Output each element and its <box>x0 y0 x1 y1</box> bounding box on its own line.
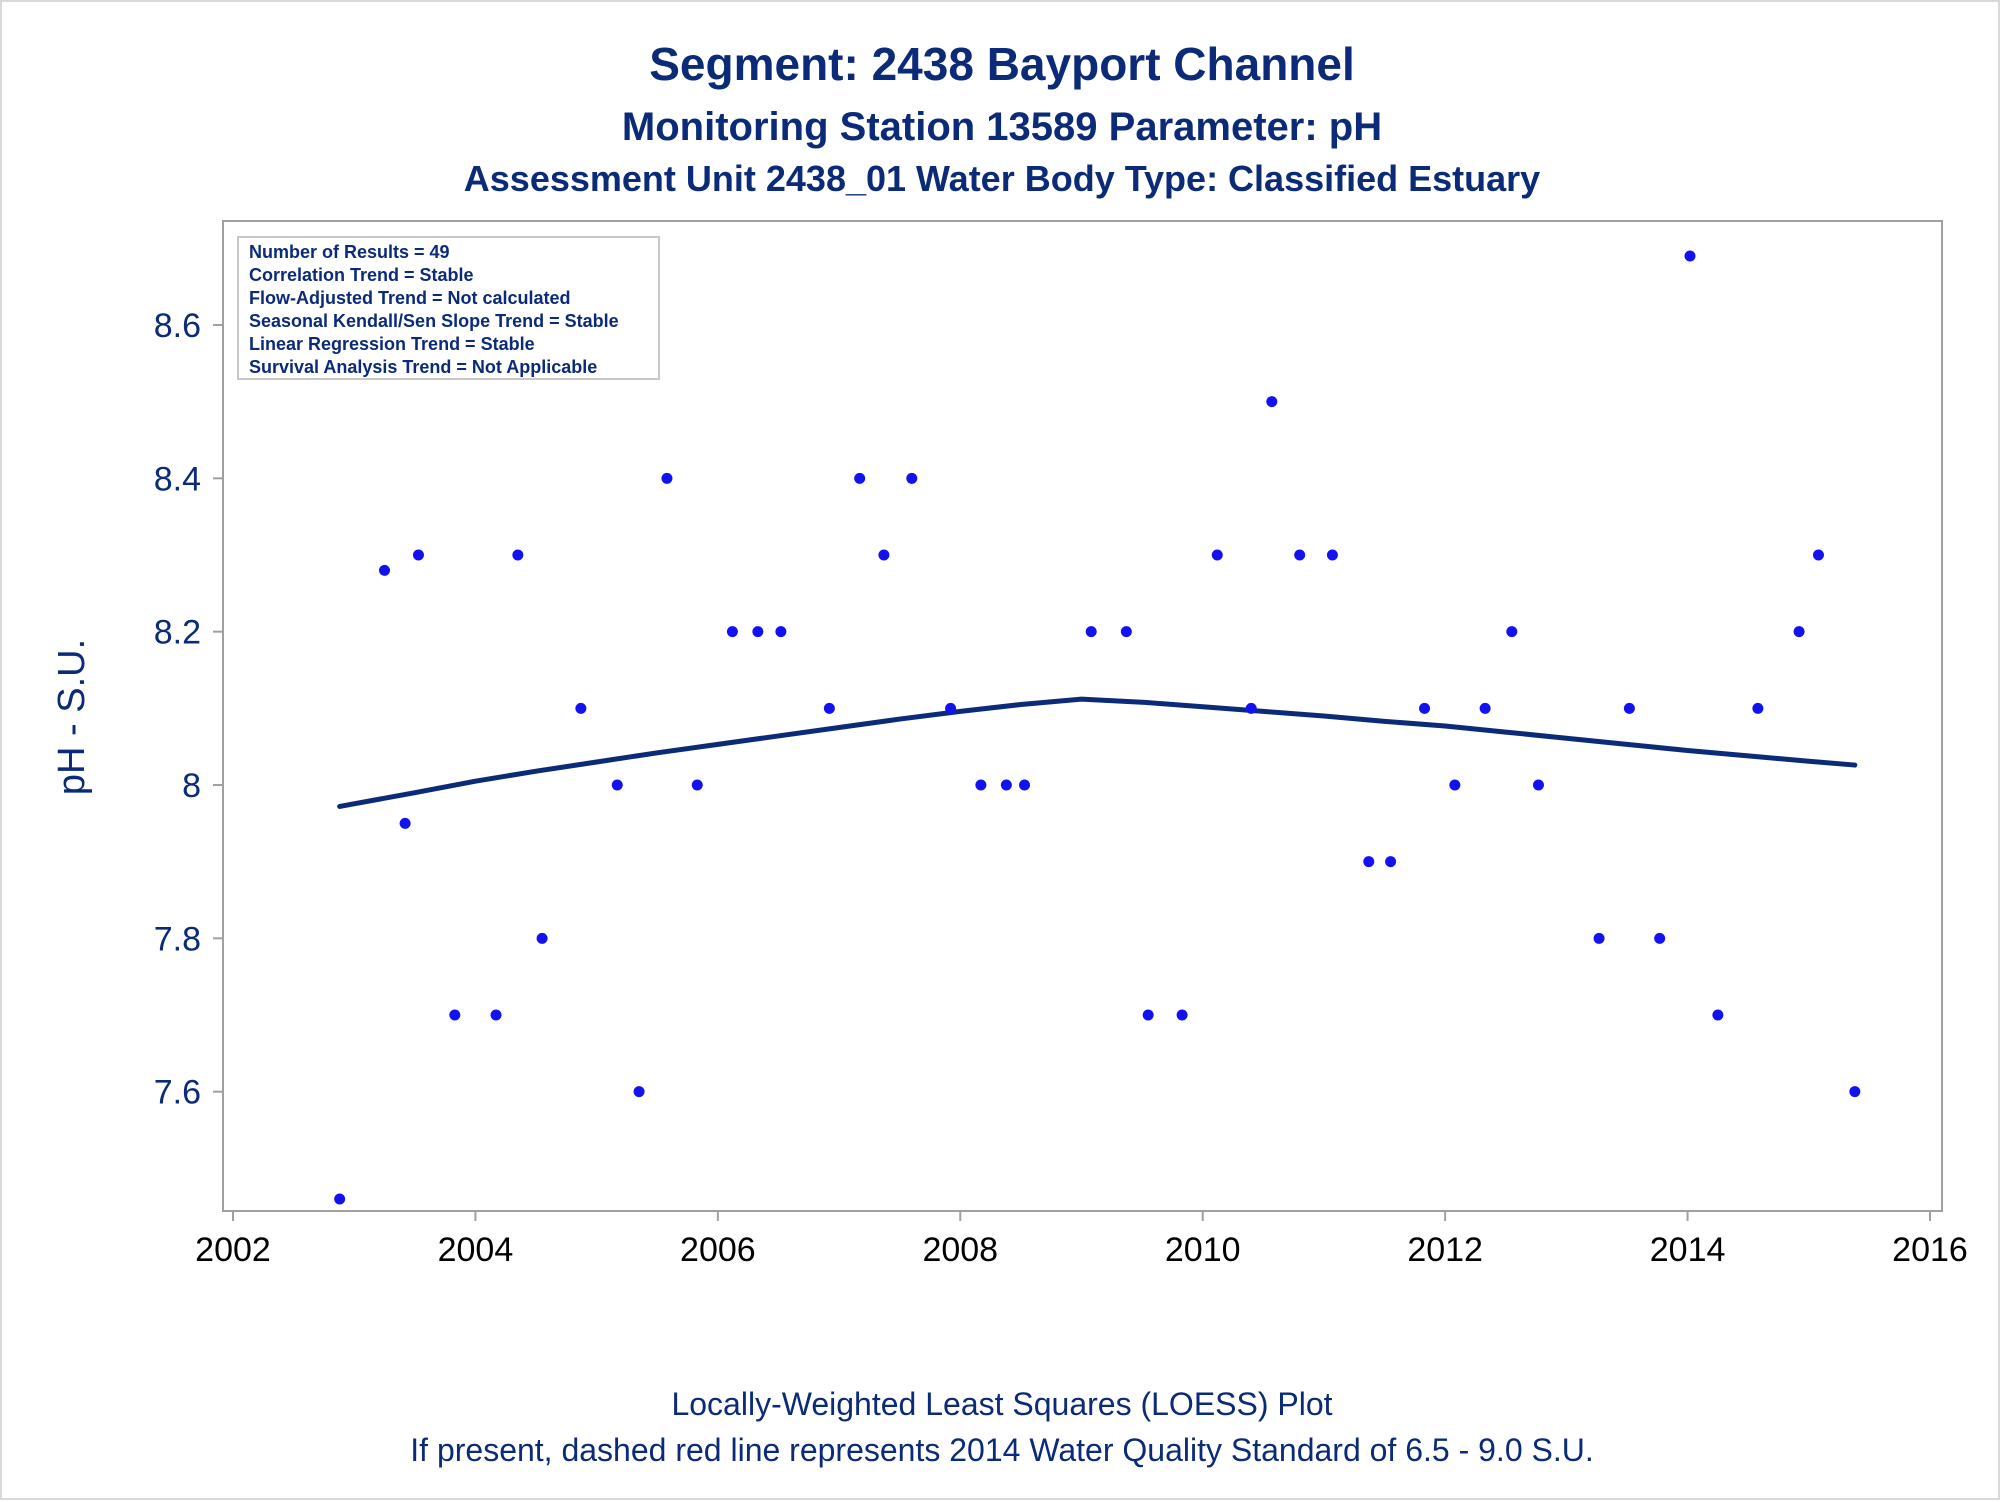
data-point <box>1000 779 1012 791</box>
data-point <box>1211 549 1223 561</box>
annotation-correlation: Correlation Trend = Stable <box>249 265 474 285</box>
data-point <box>1142 1009 1154 1021</box>
data-point <box>823 702 835 714</box>
data-point <box>449 1009 461 1021</box>
data-point <box>334 1193 346 1205</box>
data-point <box>1849 1086 1861 1098</box>
data-point <box>878 549 890 561</box>
data-point <box>1176 1009 1188 1021</box>
y-tick-label: 8.4 <box>154 460 201 498</box>
y-tick-label: 7.6 <box>154 1074 201 1112</box>
data-point <box>1419 702 1431 714</box>
y-axis: 7.6 7.8 8 8.2 8.4 8.6 <box>154 307 223 1112</box>
data-point <box>1532 779 1544 791</box>
data-point <box>633 1086 645 1098</box>
data-point <box>1085 626 1097 638</box>
data-point <box>691 779 703 791</box>
data-point <box>1506 626 1518 638</box>
chart-subtitle-2: Assessment Unit 2438_01 Water Body Type:… <box>464 158 1540 199</box>
data-point <box>975 779 987 791</box>
y-tick-label: 8 <box>182 767 201 805</box>
data-point <box>661 472 673 484</box>
data-point <box>1812 549 1824 561</box>
data-point <box>1752 702 1764 714</box>
data-point <box>611 779 623 791</box>
trend-legend-box <box>237 236 660 380</box>
data-point <box>1019 779 1031 791</box>
data-point <box>1266 396 1278 408</box>
y-tick-label: 8.6 <box>154 307 201 345</box>
data-point <box>1245 702 1257 714</box>
plot-area <box>222 220 1943 1212</box>
annotation-seasonal: Seasonal Kendall/Sen Slope Trend = Stabl… <box>249 311 619 331</box>
x-tick-label: 2016 <box>1892 1231 1968 1269</box>
y-axis-label: pH - S.U. <box>51 639 93 795</box>
data-point <box>1684 250 1696 262</box>
data-point <box>1479 702 1491 714</box>
y-tick-label: 8.2 <box>154 614 201 652</box>
data-point <box>1385 856 1397 868</box>
data-point <box>536 932 548 944</box>
x-tick-label: 2004 <box>438 1231 514 1269</box>
x-tick-label: 2006 <box>680 1231 756 1269</box>
data-point <box>1120 626 1132 638</box>
data-point <box>1449 779 1461 791</box>
data-point <box>399 817 411 829</box>
footnote-standard: If present, dashed red line represents 2… <box>410 1432 1593 1468</box>
data-point <box>1294 549 1306 561</box>
footnote-loess: Locally-Weighted Least Squares (LOESS) P… <box>671 1386 1332 1422</box>
data-point <box>575 702 587 714</box>
data-point <box>379 564 391 576</box>
x-tick-label: 2002 <box>195 1231 271 1269</box>
loess-trend-line <box>337 696 1858 809</box>
data-point <box>752 626 764 638</box>
x-tick-label: 2012 <box>1407 1231 1483 1269</box>
x-axis: 2002 2004 2006 2008 2010 2012 2014 2016 <box>195 1211 1968 1269</box>
annotation-results: Number of Results = 49 <box>249 242 450 262</box>
y-tick-label: 7.8 <box>154 920 201 958</box>
x-tick-label: 2008 <box>922 1231 998 1269</box>
annotation-flow: Flow-Adjusted Trend = Not calculated <box>249 288 571 308</box>
data-point <box>1712 1009 1724 1021</box>
annotation-linear: Linear Regression Trend = Stable <box>249 334 535 354</box>
x-tick-label: 2014 <box>1650 1231 1726 1269</box>
chart-title: Segment: 2438 Bayport Channel <box>649 38 1355 90</box>
data-point <box>1326 549 1338 561</box>
series-layer <box>334 250 1861 1205</box>
data-point <box>412 549 424 561</box>
data-point <box>726 626 738 638</box>
data-point <box>854 472 866 484</box>
data-point <box>775 626 787 638</box>
trend-legend: Number of Results = 49 Correlation Trend… <box>237 236 660 380</box>
data-point <box>512 549 524 561</box>
data-point <box>945 702 957 714</box>
chart-subtitle: Monitoring Station 13589 Parameter: pH <box>622 105 1382 149</box>
data-point <box>1793 626 1805 638</box>
data-point <box>1363 856 1375 868</box>
x-tick-label: 2010 <box>1165 1231 1241 1269</box>
data-point <box>1654 932 1666 944</box>
annotation-survival: Survival Analysis Trend = Not Applicable <box>249 357 597 377</box>
data-point <box>1593 932 1605 944</box>
data-point <box>1623 702 1635 714</box>
data-point <box>906 472 918 484</box>
data-point <box>490 1009 502 1021</box>
